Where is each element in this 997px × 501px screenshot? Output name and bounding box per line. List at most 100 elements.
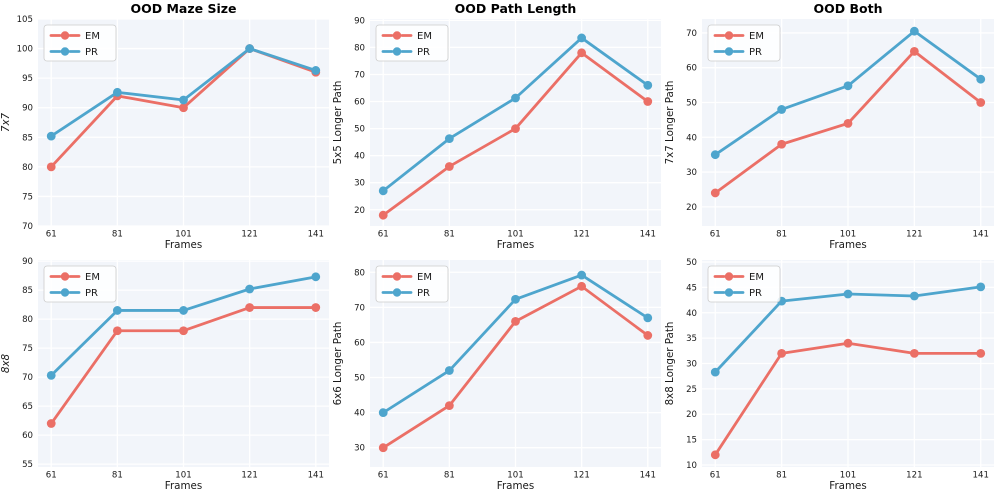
series-PR-marker bbox=[112, 306, 122, 315]
y-tick-label: 40 bbox=[686, 309, 697, 319]
series-PR-marker bbox=[245, 284, 255, 294]
series-EM-marker bbox=[112, 326, 122, 336]
y-tick-label: 100 bbox=[17, 45, 33, 55]
series-EM-marker bbox=[245, 303, 255, 312]
series-EM-marker bbox=[777, 139, 787, 149]
series-EM-marker bbox=[710, 450, 720, 460]
y-tick-label: 95 bbox=[22, 74, 33, 84]
chart-svg-4: 30 40 50 60 70 80 61 81 101 121 141 Frames 6x6 Longe… bbox=[332, 260, 661, 492]
series-PR-marker bbox=[112, 87, 122, 97]
series-PR-marker bbox=[46, 370, 56, 380]
x-tick-label: 81 bbox=[444, 230, 455, 240]
legend-marker bbox=[724, 31, 734, 40]
series-EM-marker bbox=[511, 316, 520, 326]
y-axis-label: 8x8 bbox=[0, 353, 12, 373]
y-tick-label: 85 bbox=[22, 286, 33, 296]
x-axis-label: Frames bbox=[829, 480, 866, 492]
chart-ood-both-7x7: 20 30 40 50 60 70 61 81 101 121 141 Frames 7x7 Longe… bbox=[664, 0, 997, 251]
legend-marker bbox=[60, 47, 70, 56]
y-tick-label: 30 bbox=[686, 168, 697, 178]
x-tick-label: 141 bbox=[308, 230, 324, 240]
legend-label: EM bbox=[85, 272, 100, 283]
legend-marker bbox=[724, 47, 734, 56]
y-tick-label: 40 bbox=[686, 133, 697, 143]
series-PR-marker bbox=[378, 186, 388, 196]
x-tick-label: 61 bbox=[710, 471, 721, 481]
series-PR-marker bbox=[643, 313, 653, 323]
y-tick-label: 50 bbox=[354, 374, 365, 384]
chart-title: OOD Both bbox=[814, 1, 883, 16]
chart-svg-0: 70 75 80 85 90 95 100 105 61 81 101 121 141 Frames 7x7… bbox=[0, 1, 329, 251]
y-tick-label: 75 bbox=[22, 344, 33, 354]
y-axis-label: 8x8 Longer Path bbox=[664, 322, 676, 406]
y-tick-label: 30 bbox=[354, 179, 365, 189]
series-PR-marker bbox=[179, 306, 188, 315]
series-PR-marker bbox=[843, 289, 853, 299]
series-EM-marker bbox=[777, 348, 787, 358]
series-EM-marker bbox=[643, 97, 653, 106]
series-PR-marker bbox=[843, 81, 853, 91]
series-PR-marker bbox=[444, 134, 454, 144]
series-EM-marker bbox=[179, 103, 188, 113]
legend-label: EM bbox=[85, 31, 100, 42]
series-PR-marker bbox=[577, 33, 587, 43]
y-tick-label: 60 bbox=[686, 64, 697, 74]
series-EM-marker bbox=[311, 303, 321, 312]
y-tick-label: 25 bbox=[686, 385, 697, 395]
legend-marker bbox=[60, 31, 70, 40]
series-EM-marker bbox=[577, 281, 587, 291]
x-axis-label: Frames bbox=[165, 480, 202, 492]
x-tick-label: 101 bbox=[840, 230, 856, 240]
series-PR-marker bbox=[976, 74, 986, 84]
x-axis-label: Frames bbox=[829, 239, 866, 250]
legend-box bbox=[43, 265, 117, 303]
legend-box bbox=[707, 265, 781, 303]
series-EM-marker bbox=[444, 162, 454, 171]
series-PR-marker bbox=[643, 80, 653, 90]
chart-svg-1: 20 30 40 50 60 70 80 90 61 81 101 121 141 Frames 5x5 L… bbox=[332, 1, 661, 251]
legend-label: PR bbox=[417, 288, 430, 299]
x-tick-label: 101 bbox=[840, 471, 856, 481]
x-tick-label: 141 bbox=[308, 471, 324, 481]
y-tick-label: 60 bbox=[22, 431, 33, 441]
y-tick-label: 85 bbox=[22, 133, 33, 143]
legend-marker bbox=[724, 272, 734, 281]
series-EM-marker bbox=[909, 46, 919, 56]
x-tick-label: 81 bbox=[776, 230, 787, 240]
x-tick-label: 121 bbox=[573, 230, 589, 240]
y-tick-label: 90 bbox=[22, 257, 33, 267]
legend-marker bbox=[60, 288, 70, 297]
legend-label: EM bbox=[417, 31, 432, 42]
x-axis-label: Frames bbox=[497, 239, 534, 250]
y-tick-label: 90 bbox=[354, 16, 365, 26]
legend: EM PR bbox=[43, 265, 117, 303]
legend: EM PR bbox=[375, 24, 449, 62]
y-tick-label: 70 bbox=[22, 373, 33, 383]
series-PR-marker bbox=[976, 282, 986, 292]
series-PR-marker bbox=[444, 366, 454, 375]
series-PR-marker bbox=[378, 408, 388, 418]
legend-marker bbox=[60, 272, 70, 281]
y-tick-label: 20 bbox=[354, 206, 365, 216]
series-EM-marker bbox=[643, 331, 653, 340]
y-tick-label: 65 bbox=[22, 402, 33, 412]
y-axis-label: 7x7 bbox=[0, 112, 12, 132]
chart-ood-maze-size-7x7: 70 75 80 85 90 95 100 105 61 81 101 121 141 Frames 7x7… bbox=[0, 0, 332, 251]
y-tick-label: 50 bbox=[354, 125, 365, 135]
x-tick-label: 81 bbox=[112, 230, 123, 240]
legend-marker bbox=[392, 272, 402, 281]
y-tick-label: 80 bbox=[354, 268, 365, 278]
x-tick-label: 61 bbox=[46, 471, 57, 481]
series-PR-marker bbox=[777, 105, 787, 114]
legend-marker bbox=[724, 288, 734, 297]
chart-path-length-6x6: 30 40 50 60 70 80 61 81 101 121 141 Frames 6x6 Longe… bbox=[332, 250, 664, 497]
y-tick-label: 75 bbox=[22, 192, 33, 202]
series-EM-marker bbox=[843, 118, 853, 128]
legend-label: PR bbox=[85, 47, 98, 58]
legend-label: PR bbox=[85, 288, 98, 299]
legend: EM PR bbox=[707, 265, 781, 303]
series-PR-marker bbox=[577, 270, 587, 280]
x-tick-label: 141 bbox=[973, 471, 989, 481]
series-EM-marker bbox=[976, 348, 986, 358]
